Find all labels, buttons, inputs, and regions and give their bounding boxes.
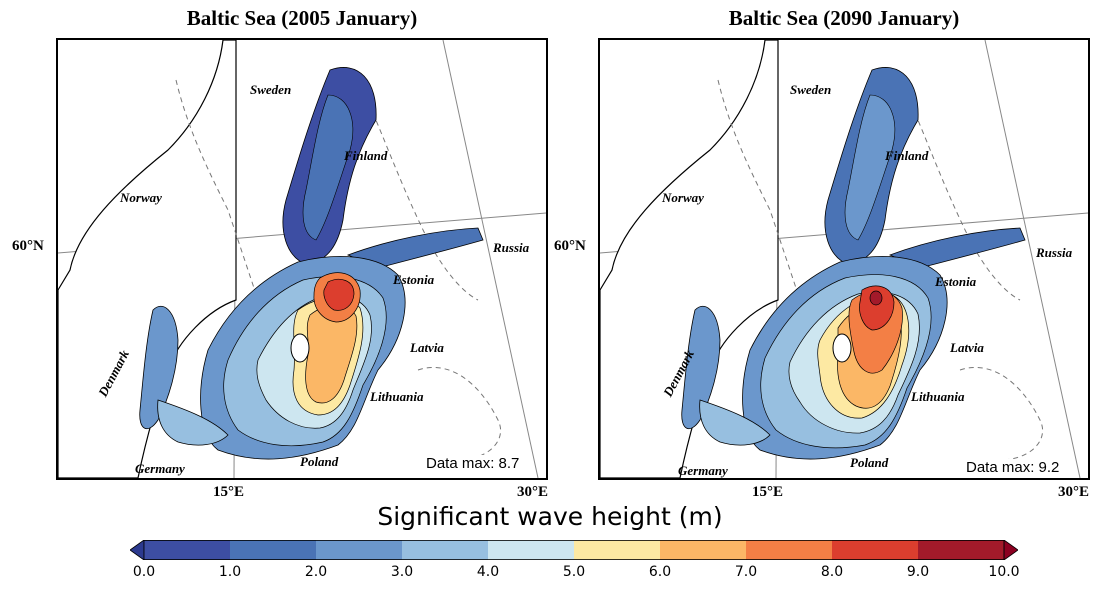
sea-belt	[699, 399, 771, 446]
colorbar-tick-label: 7.0	[734, 564, 758, 580]
lon-label-30-2005: 30°E	[517, 484, 549, 500]
sea-belt	[157, 399, 229, 446]
map-2005	[56, 38, 548, 480]
label-russia-2005: Russia	[493, 240, 530, 255]
label-sweden-2090: Sweden	[790, 82, 832, 97]
sea-basin-8m	[859, 285, 895, 331]
sea-bothnia-inner	[844, 94, 896, 241]
label-finland-2090: Finland	[885, 148, 929, 163]
colorbar-extend-low	[130, 540, 145, 560]
lon-label-15-2090: 15°E	[752, 484, 784, 500]
panel-title-2005: Baltic Sea (2005 January)	[186, 6, 418, 30]
colorbar-tick-label: 1.0	[218, 564, 242, 580]
label-latvia-2090: Latvia	[950, 340, 984, 355]
label-poland-2005: Poland	[300, 454, 339, 469]
lat-label-2090: 60°N	[554, 238, 586, 254]
colorbar-tick-label: 9.0	[906, 564, 930, 580]
colorbar-segment	[230, 540, 317, 560]
colorbar-tick-label: 3.0	[390, 564, 414, 580]
colorbar-tick-label: 5.0	[562, 564, 586, 580]
colorbar-title: Significant wave height (m)	[377, 502, 723, 531]
label-norway-2090: Norway	[662, 190, 704, 205]
label-norway-2005: Norway	[120, 190, 162, 205]
colorbar-segment	[574, 540, 661, 560]
label-sweden-2005: Sweden	[250, 82, 292, 97]
label-latvia-2005: Latvia	[410, 340, 444, 355]
label-germany-2090: Germany	[678, 463, 728, 478]
map-2090-svg	[600, 40, 1088, 478]
colorbar-frame	[143, 540, 1005, 560]
longitude-30-line	[442, 40, 539, 478]
lon-label-30-2090: 30°E	[1058, 484, 1090, 500]
colorbar-segment	[832, 540, 919, 560]
colorbar-tick-label: 4.0	[476, 564, 500, 580]
colorbar-tick-label: 10.0	[988, 564, 1020, 580]
map-2090	[598, 38, 1090, 480]
island-gotland	[832, 333, 852, 363]
data-max-2005: Data max: 8.7	[426, 455, 520, 472]
colorbar-segment	[316, 540, 403, 560]
border-baltics	[959, 366, 1043, 461]
border-baltics	[417, 366, 501, 461]
colorbar-segment	[488, 540, 575, 560]
data-max-2090: Data max: 9.2	[966, 459, 1060, 476]
lon-label-15-2005: 15°E	[213, 484, 245, 500]
colorbar-segment	[402, 540, 489, 560]
label-estonia-2090: Estonia	[935, 274, 977, 289]
colorbar-segment	[660, 540, 747, 560]
sea-basin-8m	[323, 279, 355, 311]
sea-basin-9m	[869, 290, 883, 306]
longitude-30-line	[984, 40, 1081, 478]
sea-bothnia-inner	[302, 94, 354, 241]
colorbar-tick-label: 6.0	[648, 564, 672, 580]
label-finland-2005: Finland	[344, 148, 388, 163]
island-gotland	[290, 333, 310, 363]
label-lithuania-2005: Lithuania	[370, 389, 424, 404]
colorbar-tick-label: 8.0	[820, 564, 844, 580]
sea-kattegat	[139, 305, 179, 430]
colorbar-tick-label: 2.0	[304, 564, 328, 580]
colorbar-segment	[918, 540, 1005, 560]
colorbar-tick-label: 0.0	[132, 564, 156, 580]
label-poland-2090: Poland	[850, 455, 889, 470]
label-lithuania-2090: Lithuania	[911, 389, 965, 404]
colorbar-extend-high	[1003, 540, 1018, 560]
colorbar-segment	[144, 540, 231, 560]
label-germany-2005: Germany	[135, 461, 185, 476]
sea-gulf-finland	[346, 227, 484, 269]
sea-kattegat	[681, 305, 721, 430]
map-2005-svg	[58, 40, 546, 478]
label-russia-2090: Russia	[1036, 245, 1073, 260]
sea-gulf-finland	[888, 227, 1026, 269]
colorbar	[130, 540, 1018, 560]
lat-label-2005: 60°N	[12, 238, 44, 254]
panel-title-2090: Baltic Sea (2090 January)	[728, 6, 960, 30]
colorbar-segment	[746, 540, 833, 560]
label-estonia-2005: Estonia	[393, 272, 435, 287]
